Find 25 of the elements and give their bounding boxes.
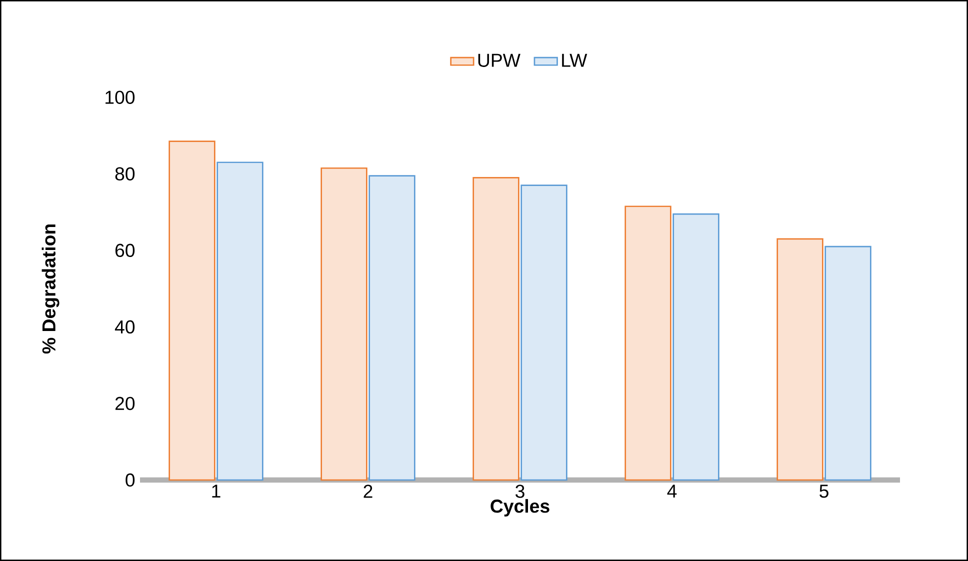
bar [776,238,824,481]
y-tick-label: 60 [115,244,135,258]
x-axis-title: Cycles [490,499,550,516]
bar [216,162,264,481]
bar [520,184,568,481]
y-tick-label: 100 [106,90,135,104]
bar [168,140,216,481]
x-tick-label: 5 [820,484,828,498]
bar [320,167,368,481]
legend-label: LW [562,54,588,67]
y-tick-label: 20 [115,396,135,410]
bar [672,213,720,481]
x-tick-label: 2 [364,484,372,498]
x-tick-label: 4 [667,484,677,498]
bar [824,246,872,481]
bar [624,206,672,481]
y-tick-label: 0 [126,473,135,487]
y-tick-label: 80 [115,167,135,180]
y-tick-label: 40 [114,320,135,334]
x-tick-label: 3 [516,484,524,498]
bar [368,175,416,481]
x-tick-label: 1 [212,484,220,498]
y-axis-title: % Degradation [42,224,60,354]
bar [472,177,520,481]
legend-label: UPW [478,54,520,67]
